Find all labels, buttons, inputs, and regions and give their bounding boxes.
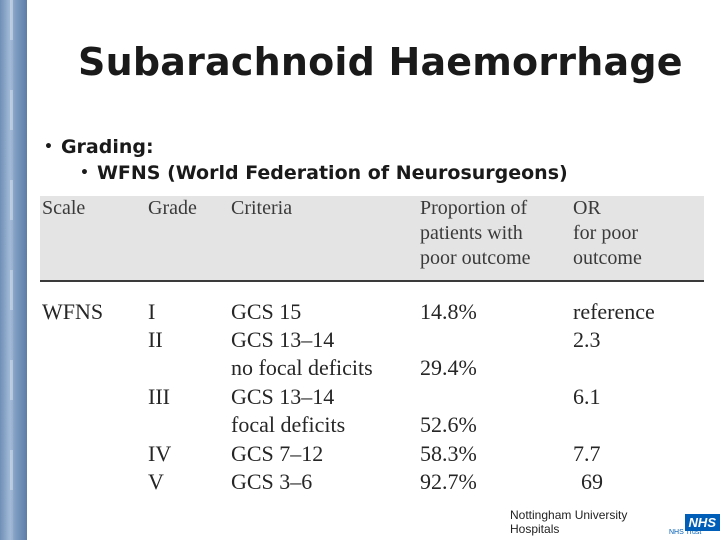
header-or: OR for poor outcome [573, 196, 642, 271]
grade-cell: III [148, 384, 170, 409]
bullet-dot-icon: • [44, 139, 53, 155]
proportion-cell: 29.4% [420, 355, 477, 380]
header-criteria: Criteria [231, 197, 293, 219]
criteria-cell-note: focal deficits [231, 412, 346, 437]
bullet-wfns: • WFNS (World Federation of Neurosurgeons… [80, 162, 568, 184]
bullet-grading-text: Grading: [60, 136, 154, 158]
grade-cell: I [148, 299, 156, 324]
or-cell: reference [573, 299, 655, 324]
bullet-grading: • Grading: [44, 136, 154, 158]
slide-title: Subarachnoid Haemorrhage [78, 40, 683, 84]
organization-name: Nottingham University Hospitals [510, 508, 628, 536]
header-grade: Grade [148, 197, 197, 219]
grade-cell: IV [148, 441, 172, 466]
nhs-logo: Nottingham University Hospitals NHS [510, 508, 720, 536]
or-cell: 69 [581, 469, 603, 494]
criteria-cell: GCS 15 [231, 299, 302, 324]
proportion-cell: 58.3% [420, 441, 477, 466]
proportion-cell: 92.7% [420, 469, 477, 494]
grade-cell: II [148, 327, 163, 352]
grade-cell: V [148, 469, 164, 494]
wfns-grading-table: Scale Grade Criteria Proportion of patie… [40, 190, 704, 500]
or-cell: 2.3 [573, 327, 601, 352]
table-header-band [40, 196, 704, 282]
header-or-line: outcome [573, 247, 642, 269]
criteria-cell-note: no focal deficits [231, 355, 373, 380]
criteria-cell: GCS 13–14 [231, 327, 335, 352]
header-proportion: Proportion of patients with poor outcome [420, 196, 531, 271]
proportion-cell: 14.8% [420, 299, 477, 324]
header-or-line: for poor [573, 222, 638, 244]
decorative-side-bar [0, 0, 27, 540]
header-proportion-line: patients with [420, 222, 523, 244]
or-cell: 7.7 [573, 441, 601, 466]
header-or-line: OR [573, 197, 601, 219]
proportion-cell: 52.6% [420, 412, 477, 437]
bullet-dot-icon: • [80, 165, 89, 181]
bullet-wfns-text: WFNS (World Federation of Neurosurgeons) [96, 162, 568, 184]
scale-label: WFNS [42, 299, 104, 324]
or-cell: 6.1 [573, 384, 601, 409]
criteria-cell: GCS 3–6 [231, 469, 313, 494]
criteria-cell: GCS 13–14 [231, 384, 335, 409]
nhs-trust-label: NHS Trust [669, 529, 702, 536]
header-scale: Scale [42, 197, 86, 219]
header-proportion-line: Proportion of [420, 197, 528, 219]
criteria-cell: GCS 7–12 [231, 441, 324, 466]
header-proportion-line: poor outcome [420, 247, 531, 269]
nhs-badge-icon: NHS [684, 513, 720, 531]
